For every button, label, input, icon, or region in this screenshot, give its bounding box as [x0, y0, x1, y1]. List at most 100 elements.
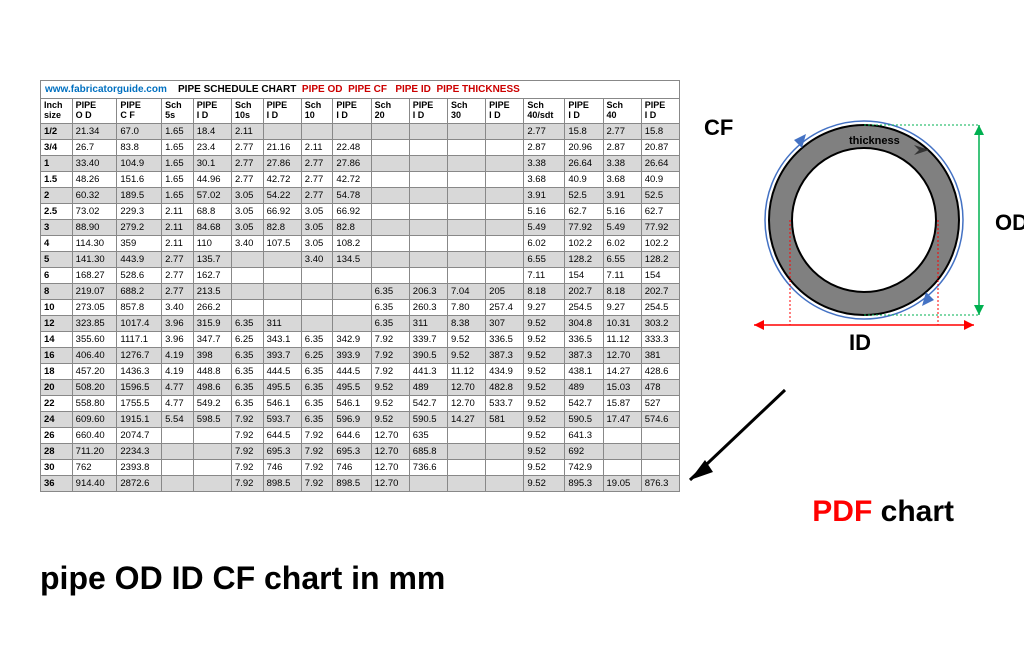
- cell: 27.86: [333, 155, 371, 171]
- cell: 154: [565, 267, 603, 283]
- cell: 7.92: [231, 475, 263, 491]
- cell: 52.5: [565, 187, 603, 203]
- cell: 549.2: [193, 395, 231, 411]
- cell: 2.11: [162, 235, 194, 251]
- cell: 26: [41, 427, 73, 443]
- table-row: 36914.402872.67.92898.57.92898.512.709.5…: [41, 475, 680, 491]
- cell: 15.87: [603, 395, 641, 411]
- cell: [263, 283, 301, 299]
- cell: 2074.7: [117, 427, 162, 443]
- cell: [486, 475, 524, 491]
- cell: 168.27: [72, 267, 117, 283]
- cell: 381: [641, 347, 679, 363]
- cell: 342.9: [333, 331, 371, 347]
- cell: 151.6: [117, 171, 162, 187]
- cell: 876.3: [641, 475, 679, 491]
- cell: 2.77: [162, 267, 194, 283]
- cell: 393.7: [263, 347, 301, 363]
- cell: [371, 123, 409, 139]
- col-header: PIPEI D: [193, 99, 231, 124]
- cell: 44.96: [193, 171, 231, 187]
- cell: 77.92: [565, 219, 603, 235]
- cell: 1436.3: [117, 363, 162, 379]
- cell: 4.19: [162, 363, 194, 379]
- cell: 3: [41, 219, 73, 235]
- id-label: ID: [849, 330, 871, 356]
- cell: 8.18: [603, 283, 641, 299]
- cell: 581: [486, 411, 524, 427]
- schedule-table: InchsizePIPEO DPIPEC FSch5sPIPEI DSch10s…: [40, 98, 680, 492]
- cell: 9.52: [524, 363, 565, 379]
- cell: 134.5: [333, 251, 371, 267]
- cell: 495.5: [263, 379, 301, 395]
- cell: 3.05: [231, 203, 263, 219]
- cell: 7.92: [371, 331, 409, 347]
- header-red-2: PIPE ID: [395, 84, 431, 95]
- cell: 52.5: [641, 187, 679, 203]
- cell: 30: [41, 459, 73, 475]
- cell: [301, 123, 333, 139]
- cell: 1.65: [162, 123, 194, 139]
- cell: 36: [41, 475, 73, 491]
- cell: 60.32: [72, 187, 117, 203]
- cell: 205: [486, 283, 524, 299]
- cell: 406.40: [72, 347, 117, 363]
- cell: 598.5: [193, 411, 231, 427]
- cell: 8: [41, 283, 73, 299]
- cell: 644.5: [263, 427, 301, 443]
- col-header: Sch5s: [162, 99, 194, 124]
- pipe-cross-section-diagram: CF OD ID thickness: [734, 100, 994, 360]
- cell: 6.35: [231, 315, 263, 331]
- col-header: Sch10s: [231, 99, 263, 124]
- cell: 6.55: [603, 251, 641, 267]
- cell: 398: [193, 347, 231, 363]
- cell: 6.02: [524, 235, 565, 251]
- cell: 1915.1: [117, 411, 162, 427]
- cell: [231, 299, 263, 315]
- table-row: 2.573.02229.32.1168.83.0566.923.0566.925…: [41, 203, 680, 219]
- cell: 6.35: [301, 363, 333, 379]
- col-header: Sch30: [447, 99, 485, 124]
- cell: 9.52: [371, 411, 409, 427]
- cell: [333, 283, 371, 299]
- cell: [486, 267, 524, 283]
- cell: 590.5: [565, 411, 603, 427]
- table-row: 1/221.3467.01.6518.42.112.7715.82.7715.8: [41, 123, 680, 139]
- cf-label: CF: [704, 115, 733, 141]
- cell: 8.38: [447, 315, 485, 331]
- cell: 2.77: [231, 139, 263, 155]
- cell: 3.40: [162, 299, 194, 315]
- cell: 444.5: [263, 363, 301, 379]
- cell: 7.92: [231, 411, 263, 427]
- cell: 762: [72, 459, 117, 475]
- cell: 3.68: [524, 171, 565, 187]
- cell: 1.65: [162, 187, 194, 203]
- cell: 1117.1: [117, 331, 162, 347]
- cell: 736.6: [409, 459, 447, 475]
- cell: [263, 123, 301, 139]
- cell: 68.8: [193, 203, 231, 219]
- cell: 12.70: [371, 443, 409, 459]
- table-row: 4114.303592.111103.40107.53.05108.26.021…: [41, 235, 680, 251]
- cell: 3.38: [603, 155, 641, 171]
- cell: 6.35: [371, 315, 409, 331]
- table-row: 12323.851017.43.96315.96.353116.353118.3…: [41, 315, 680, 331]
- cell: 1.65: [162, 171, 194, 187]
- cell: 6.55: [524, 251, 565, 267]
- cell: 2.5: [41, 203, 73, 219]
- cell: [409, 123, 447, 139]
- cell: 54.78: [333, 187, 371, 203]
- cell: 162.7: [193, 267, 231, 283]
- cell: 42.72: [263, 171, 301, 187]
- cell: 15.8: [641, 123, 679, 139]
- cell: 18.4: [193, 123, 231, 139]
- site-link[interactable]: www.fabricatorguide.com: [45, 84, 167, 95]
- cell: [447, 427, 485, 443]
- cell: 82.8: [333, 219, 371, 235]
- cell: [409, 251, 447, 267]
- cell: 542.7: [565, 395, 603, 411]
- cell: [193, 459, 231, 475]
- cell: 5.49: [524, 219, 565, 235]
- cell: [409, 267, 447, 283]
- cell: [409, 219, 447, 235]
